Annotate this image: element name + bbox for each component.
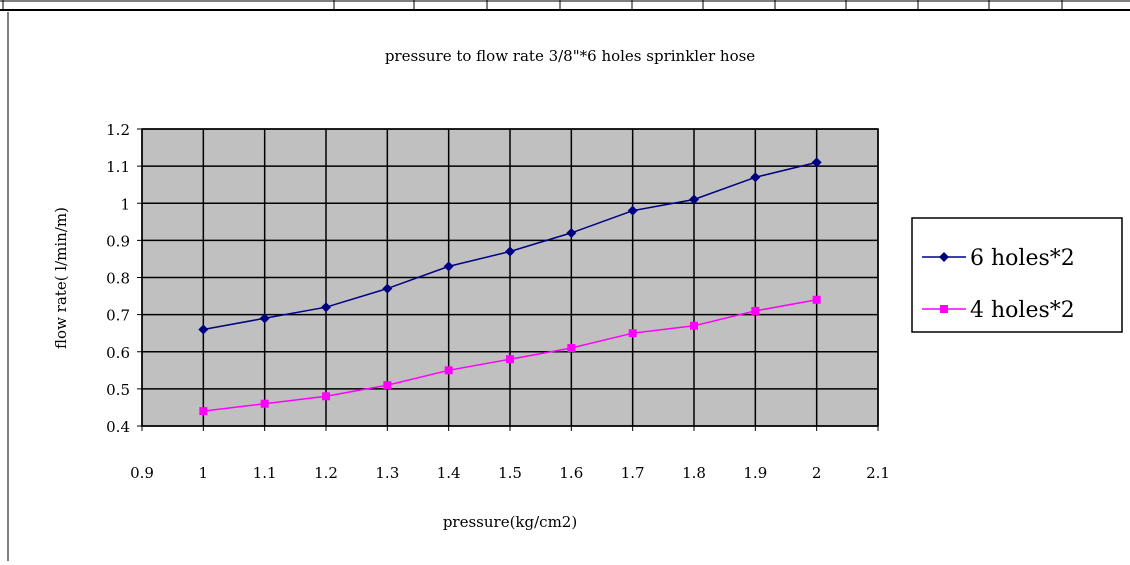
x-tick-label: 1.3: [375, 464, 399, 482]
data-point: [382, 283, 393, 294]
data-point: [322, 392, 330, 401]
x-tick-label: 2.1: [866, 464, 890, 482]
y-tick-label: 1: [120, 195, 130, 213]
data-point: [566, 227, 577, 238]
y-tick-label: 0.7: [106, 307, 130, 325]
x-axis-ticks: 0.9 1 1.1 1.2 1.3 1.4 1.5 1.6 1.7 1.8 1.9 2 2.1: [130, 426, 890, 482]
data-point: [505, 246, 515, 257]
series-layer: [198, 157, 822, 416]
x-tick-label: 1.2: [314, 464, 338, 482]
x-tick-label: 1.5: [498, 464, 522, 482]
data-point: [690, 321, 698, 330]
data-point: [812, 295, 821, 304]
y-axis-label: flow rate( l/min/m): [52, 207, 70, 349]
data-point: [627, 205, 638, 216]
data-point: [383, 381, 392, 390]
legend-marker: [940, 305, 948, 313]
x-tick-label: 1.4: [437, 464, 461, 482]
data-point: [628, 329, 637, 338]
data-point: [689, 194, 699, 205]
legend-item: 6 holes*2: [922, 246, 1075, 271]
data-point: [444, 366, 453, 375]
data-point: [199, 407, 208, 416]
x-tick-label: 0.9: [130, 464, 154, 482]
data-point: [260, 399, 269, 408]
series-1: [198, 157, 822, 335]
y-tick-label: 0.8: [106, 270, 130, 288]
data-point: [198, 324, 209, 335]
y-axis-ticks: 0.4 0.5 0.6 0.7 0.8 0.9 1 1.1 1.2: [106, 121, 142, 436]
data-point: [506, 355, 514, 364]
legend-label: 4 holes*2: [970, 298, 1075, 323]
x-tick-label: 1.6: [559, 464, 583, 482]
x-tick-label: 1: [199, 464, 209, 482]
x-tick-label: 1.1: [253, 464, 277, 482]
y-tick-label: 0.4: [106, 418, 130, 436]
data-point: [321, 302, 331, 313]
x-axis-label: pressure(kg/cm2): [443, 513, 577, 531]
x-tick-label: 1.8: [682, 464, 706, 482]
data-point: [443, 261, 454, 272]
series-2: [199, 295, 821, 416]
y-tick-label: 0.9: [106, 232, 130, 250]
data-point: [567, 344, 576, 353]
legend-item: 4 holes*2: [922, 298, 1075, 323]
data-point: [811, 157, 822, 168]
y-tick-label: 0.6: [106, 344, 130, 362]
legend: 6 holes*2 4 holes*2: [911, 217, 1123, 333]
table-row-remnant: [0, 0, 1130, 11]
legend-marker: [939, 252, 949, 262]
chart-title: pressure to flow rate 3/8"*6 holes sprin…: [385, 47, 755, 65]
data-point: [259, 313, 270, 324]
data-point: [750, 172, 761, 183]
legend-label: 6 holes*2: [970, 246, 1075, 271]
data-point: [751, 306, 760, 315]
x-tick-label: 2: [812, 464, 822, 482]
x-tick-label: 1.9: [743, 464, 767, 482]
y-tick-label: 1.1: [106, 158, 130, 176]
x-tick-label: 1.7: [621, 464, 645, 482]
y-tick-label: 1.2: [106, 121, 130, 139]
y-tick-label: 0.5: [106, 381, 130, 399]
